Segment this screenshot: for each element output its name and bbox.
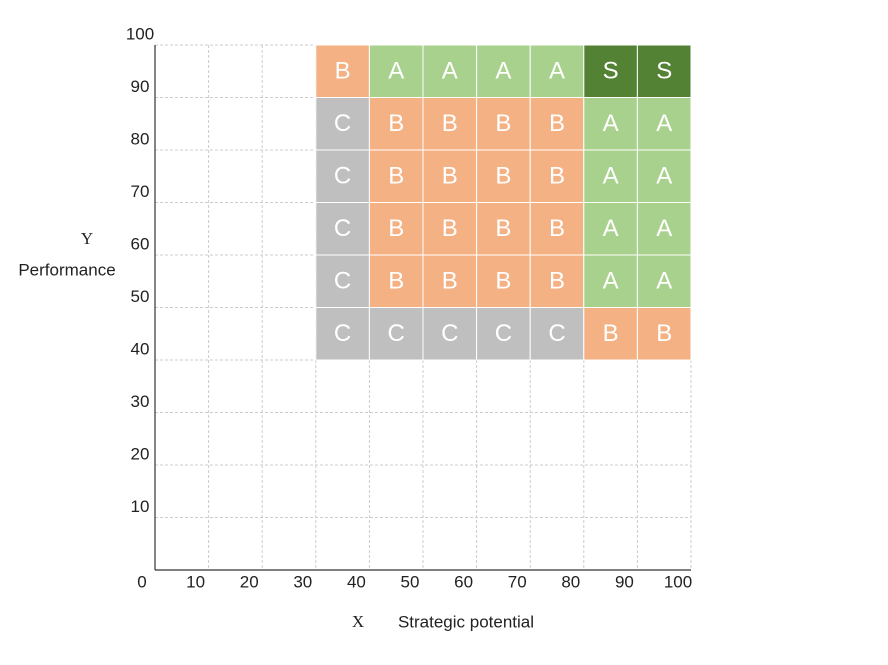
x-tick-label: 0	[137, 572, 146, 591]
y-axis-label: Performance	[18, 260, 115, 279]
grade-cell	[636, 44, 692, 98]
grade-label: C	[334, 215, 351, 242]
x-axis-symbol: X	[352, 612, 364, 631]
grade-cell	[529, 44, 585, 98]
y-tick-label: 50	[131, 287, 150, 306]
y-tick-label: 40	[131, 339, 150, 358]
grade-label: B	[549, 163, 565, 190]
grade-label: B	[549, 215, 565, 242]
grade-label: A	[603, 163, 619, 190]
y-tick-label: 100	[126, 24, 154, 43]
grade-cell	[636, 307, 692, 361]
grade-label: C	[334, 320, 351, 347]
grade-label: C	[334, 110, 351, 137]
grade-cell	[422, 149, 478, 203]
grade-label: B	[495, 163, 511, 190]
grade-cell	[422, 202, 478, 256]
y-tick-label: 80	[131, 129, 150, 148]
grade-cell	[315, 202, 370, 256]
grade-cell	[368, 97, 424, 151]
x-tick-label: 10	[186, 572, 205, 591]
x-tick-label: 30	[293, 572, 312, 591]
grade-label: C	[334, 268, 351, 295]
grade-label: C	[388, 320, 405, 347]
y-tick-label: 10	[131, 497, 150, 516]
grade-cell	[583, 254, 638, 308]
grade-label: A	[495, 58, 511, 85]
grade-cell	[583, 307, 638, 361]
x-tick-label: 90	[615, 572, 634, 591]
grade-label: B	[495, 268, 511, 295]
grade-label: B	[442, 110, 458, 137]
grade-cell	[368, 254, 424, 308]
grade-label: B	[388, 215, 404, 242]
grade-label: A	[656, 110, 672, 137]
grade-cell	[583, 149, 638, 203]
x-tick-label: 100	[664, 572, 692, 591]
grade-label: C	[548, 320, 565, 347]
grade-label: B	[656, 320, 672, 347]
x-tick-label: 70	[508, 572, 527, 591]
grade-cell	[583, 44, 638, 98]
grade-label: B	[442, 215, 458, 242]
grade-cell	[368, 202, 424, 256]
x-tick-label: 40	[347, 572, 366, 591]
grade-cell	[368, 149, 424, 203]
grade-cell	[476, 202, 531, 256]
grade-label: C	[334, 163, 351, 190]
grade-cell	[529, 307, 585, 361]
grade-label: A	[603, 215, 619, 242]
grade-label: B	[388, 110, 404, 137]
grade-label: A	[549, 58, 565, 85]
grade-label: S	[656, 58, 672, 85]
grade-label: B	[388, 268, 404, 295]
grade-label: B	[495, 215, 511, 242]
x-axis-label: Strategic potential	[398, 612, 534, 631]
grade-label: A	[656, 268, 672, 295]
grade-label: B	[495, 110, 511, 137]
grade-label: A	[603, 268, 619, 295]
grade-label: S	[603, 58, 619, 85]
grade-cell	[315, 254, 370, 308]
grade-label: B	[549, 110, 565, 137]
grade-cell	[636, 202, 692, 256]
grade-cell	[476, 254, 531, 308]
y-tick-label: 70	[131, 182, 150, 201]
grade-cell	[368, 307, 424, 361]
grade-cell	[422, 307, 478, 361]
grade-label: B	[388, 163, 404, 190]
x-tick-label: 60	[454, 572, 473, 591]
grade-cell	[529, 149, 585, 203]
grade-cell	[636, 97, 692, 151]
grade-cell	[476, 44, 531, 98]
y-tick-label: 20	[131, 444, 150, 463]
grade-label: A	[656, 215, 672, 242]
grade-label: A	[656, 163, 672, 190]
grade-label: B	[442, 163, 458, 190]
y-tick-label: 60	[131, 234, 150, 253]
grade-label: B	[549, 268, 565, 295]
grade-label: C	[495, 320, 512, 347]
grade-label: A	[388, 58, 404, 85]
x-tick-label: 80	[561, 572, 580, 591]
grade-label: C	[441, 320, 458, 347]
grade-cell	[583, 97, 638, 151]
y-tick-label: 30	[131, 392, 150, 411]
grade-label: B	[603, 320, 619, 347]
grade-cell	[422, 254, 478, 308]
x-tick-label: 20	[240, 572, 259, 591]
grade-cell	[476, 97, 531, 151]
x-tick-label: 50	[401, 572, 420, 591]
grade-label: B	[442, 268, 458, 295]
grade-cell	[529, 202, 585, 256]
grade-cell	[315, 149, 370, 203]
grade-label: B	[335, 58, 351, 85]
y-tick-label: 90	[131, 77, 150, 96]
grade-label: A	[603, 110, 619, 137]
grade-label: A	[442, 58, 458, 85]
y-axis-symbol: Y	[81, 229, 93, 248]
